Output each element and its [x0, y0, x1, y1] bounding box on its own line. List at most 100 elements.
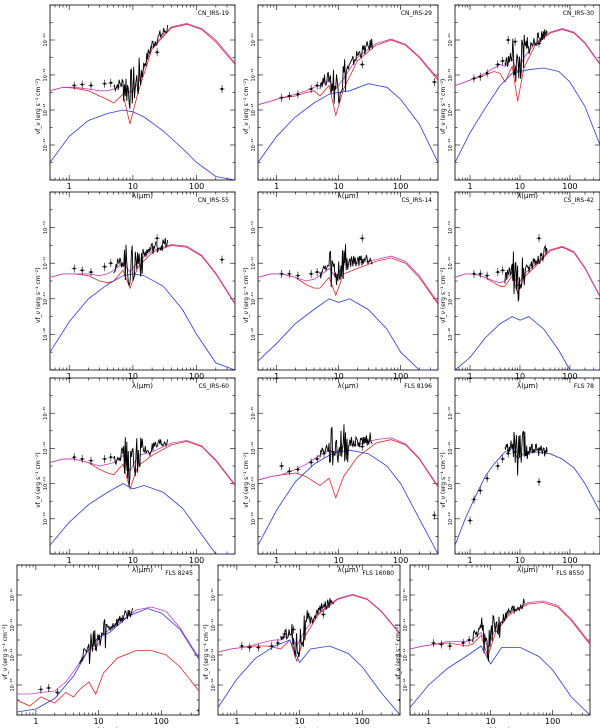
x-axis-label: λ(μm)	[517, 566, 538, 574]
y-tick-label: 10⁻¹²	[211, 618, 217, 631]
x-tick-label: 1	[67, 556, 72, 565]
photometry-point	[288, 94, 291, 98]
x-tick-label: 10	[515, 182, 525, 191]
photometry-point	[485, 274, 489, 277]
photometry-point	[89, 270, 93, 274]
series-model-red	[258, 439, 438, 499]
x-tick-label: 1	[467, 182, 472, 191]
photometry-point	[361, 445, 364, 448]
photometry-point	[461, 641, 465, 645]
y-axis-label: νf_ν (erg s⁻¹ cm⁻²)	[440, 267, 447, 323]
photometry-point	[448, 644, 452, 648]
irs-spectrum	[280, 598, 335, 658]
y-tick-label: 10⁻¹⁰	[448, 407, 454, 420]
photometry-point	[220, 258, 224, 261]
y-axis-label: νf_ν (erg s⁻¹ cm⁻²)	[203, 624, 210, 680]
photometry-point	[121, 617, 124, 621]
photometry-point	[501, 59, 504, 63]
plot-frame	[257, 377, 439, 555]
photometry-point	[309, 272, 313, 276]
y-tick-label: 10⁻¹²	[448, 257, 454, 270]
y-tick-label: 10⁻¹⁰	[43, 33, 49, 46]
photometry-point	[103, 457, 106, 461]
photometry-point	[496, 464, 500, 468]
photometry-point	[322, 613, 325, 616]
photometry-point	[501, 269, 504, 272]
photometry-point	[309, 87, 313, 91]
x-tick-label: 100	[355, 717, 370, 726]
y-tick-label: 10⁻¹⁶	[448, 328, 454, 341]
series-model-red	[455, 246, 600, 298]
x-tick-label: 1	[426, 717, 431, 726]
photometry-point	[240, 644, 244, 648]
panel-title: FLS 8550	[556, 570, 584, 577]
series-model-blue	[17, 608, 199, 713]
photometry-point	[479, 489, 482, 492]
y-axis-label: νf_ν (erg s⁻¹ cm⁻²)	[2, 624, 9, 680]
panel-title: CN_IRS-29	[401, 10, 432, 17]
y-tick-label: 10⁻¹⁴	[448, 292, 454, 305]
series-model-blue	[410, 645, 590, 715]
x-tick-label: 100	[154, 717, 169, 726]
photometry-point	[80, 457, 84, 461]
x-tick-label: 10	[515, 556, 525, 565]
photometry-point	[485, 477, 489, 480]
y-tick-label: 10⁻¹⁴	[403, 648, 409, 661]
panel-title: CN_IRS-55	[198, 197, 229, 204]
photometry-point	[506, 38, 510, 42]
x-tick-label: 100	[393, 556, 408, 565]
series-total	[455, 245, 600, 297]
photometry-point	[197, 709, 199, 712]
photometry-point	[468, 519, 472, 522]
photometry-point	[89, 84, 93, 87]
photometry-point	[109, 456, 113, 459]
y-tick-label: 10⁻¹²	[403, 618, 409, 631]
y-axis-label: νf_ν (erg s⁻¹ cm⁻²)	[35, 79, 42, 135]
photometry-point	[433, 80, 436, 84]
y-tick-label: 10⁻¹²	[43, 257, 49, 270]
y-tick-label: 10⁻¹⁶	[43, 138, 49, 151]
photometry-point	[248, 646, 251, 649]
y-tick-label: 10⁻¹⁶	[448, 138, 454, 151]
photometry-point	[479, 272, 482, 276]
y-tick-label: 10⁻¹⁴	[251, 103, 257, 116]
photometry-point	[73, 267, 76, 270]
y-axis-label: νf_ν (erg s⁻¹ cm⁻²)	[35, 267, 42, 323]
y-tick-label: 10⁻¹²	[251, 68, 257, 81]
y-tick-label: 10⁻¹⁶	[43, 328, 49, 341]
photometry-point	[496, 270, 500, 274]
series-model-blue	[455, 447, 600, 546]
series-model-red	[50, 244, 235, 305]
series-model-red	[50, 23, 235, 125]
y-tick-label: 10⁻¹⁴	[43, 103, 49, 116]
y-axis-label: νf_ν (erg s⁻¹ cm⁻²)	[440, 79, 447, 135]
irs-spectrum	[113, 237, 169, 287]
sed-panel: 1 10 100 10⁻¹⁶ 10⁻¹⁴ 10⁻¹² 10⁻¹⁰ CS_IRS-14 λ(μm)…	[243, 191, 439, 390]
photometry-point	[155, 237, 159, 240]
photometry-point	[501, 457, 504, 461]
x-axis-label: λ(μm)	[338, 192, 359, 200]
y-tick-label: 10⁻¹²	[448, 442, 454, 455]
irs-spectrum	[113, 25, 169, 109]
photometry-point	[513, 450, 517, 454]
series-total	[50, 22, 235, 94]
series-model-blue	[455, 316, 600, 370]
photometry-point	[220, 87, 224, 91]
photometry-point	[513, 608, 516, 612]
x-tick-label: 10	[128, 372, 138, 381]
panel-title: CN_IRS-30	[563, 10, 594, 17]
y-tick-label: 10⁻¹⁰	[251, 407, 257, 420]
y-tick-label: 10⁻¹²	[43, 442, 49, 455]
series-total	[258, 38, 438, 106]
sed-panel: 1 10 100 10⁻¹⁶ 10⁻¹⁴ 10⁻¹² 10⁻¹⁰ FLS 8245 λ(μm) ν…	[2, 564, 200, 728]
series-model-red	[17, 650, 199, 707]
x-tick-label: 100	[545, 717, 560, 726]
y-tick-label: 10⁻¹⁶	[43, 512, 49, 525]
y-tick-label: 10⁻¹⁶	[251, 512, 257, 525]
photometry-point	[315, 457, 319, 461]
series-model-blue	[258, 83, 438, 163]
series-total	[218, 593, 400, 653]
x-tick-label: 1	[274, 182, 279, 191]
panel-title: FLS 78	[574, 383, 594, 390]
